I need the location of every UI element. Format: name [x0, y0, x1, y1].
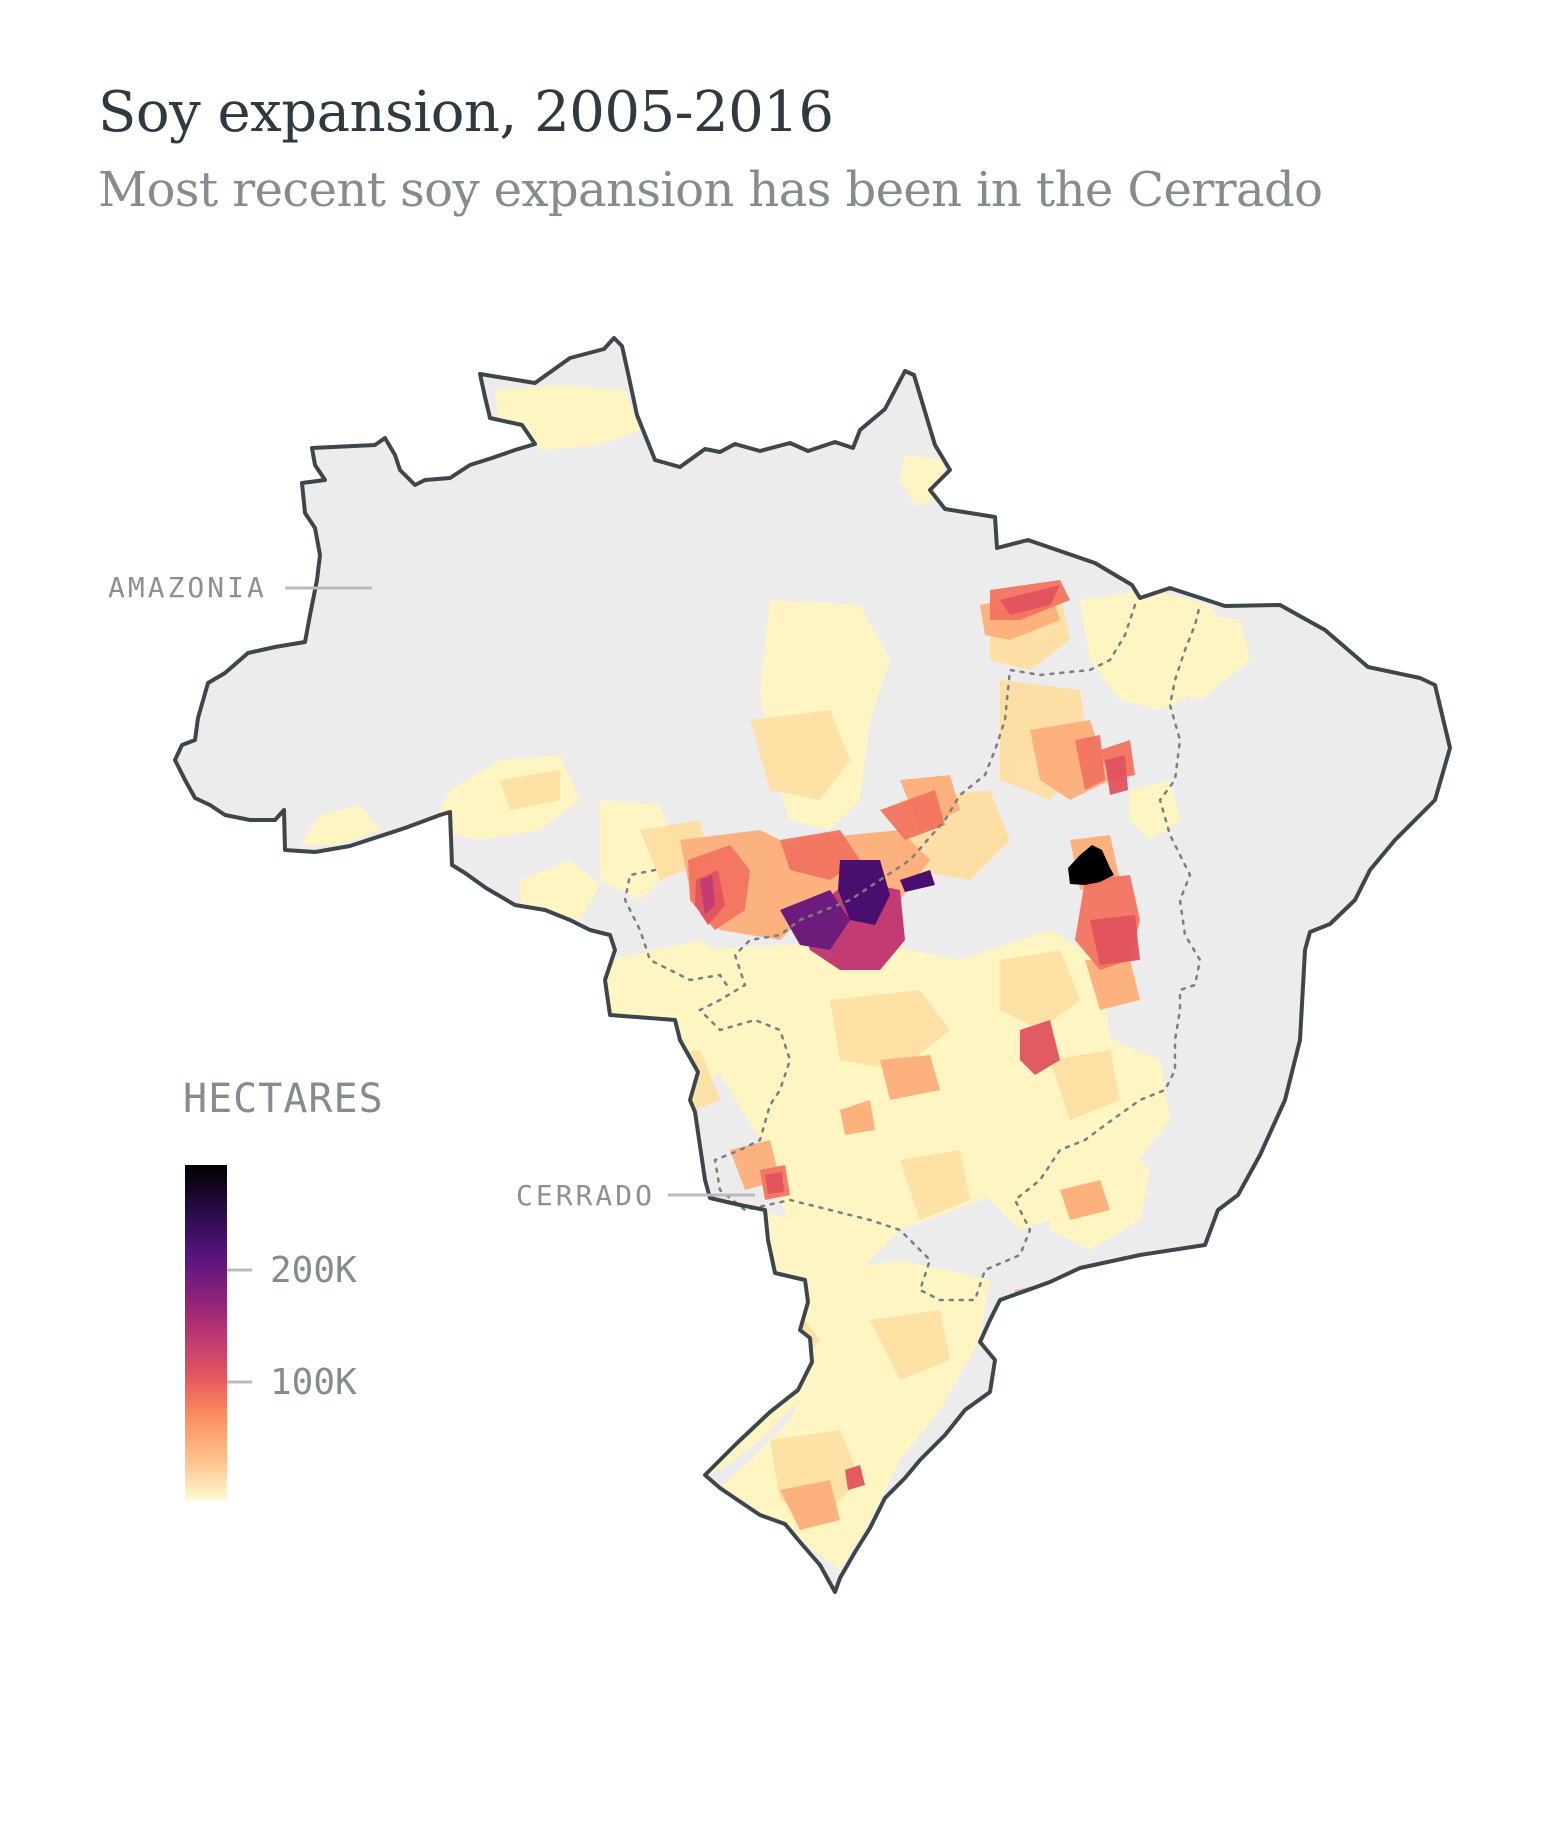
- chart-subtitle: Most recent soy expansion has been in th…: [98, 162, 1323, 218]
- soy-expansion-areas: [300, 385, 1250, 1570]
- chart-title: Soy expansion, 2005-2016: [98, 80, 834, 145]
- amazonia-label: AMAZONIA: [108, 571, 267, 604]
- cerrado-boundary-west: [623, 868, 732, 992]
- cerrado-label-group: CERRADO: [516, 1179, 755, 1212]
- legend-tick-label-200k: 200K: [270, 1250, 357, 1291]
- brazil-border: [173, 336, 1452, 1594]
- legend-title: HECTARES: [183, 1076, 384, 1122]
- legend-tick-label-100k: 100K: [270, 1362, 357, 1403]
- max-hotspot: [1068, 845, 1114, 885]
- legend-color-bar: [185, 1165, 227, 1501]
- amazonia-label-group: AMAZONIA: [108, 571, 372, 604]
- cerrado-label: CERRADO: [516, 1179, 655, 1212]
- cerrado-boundary: [697, 603, 1202, 1302]
- legend: HECTARES 200K 100K: [183, 1076, 384, 1501]
